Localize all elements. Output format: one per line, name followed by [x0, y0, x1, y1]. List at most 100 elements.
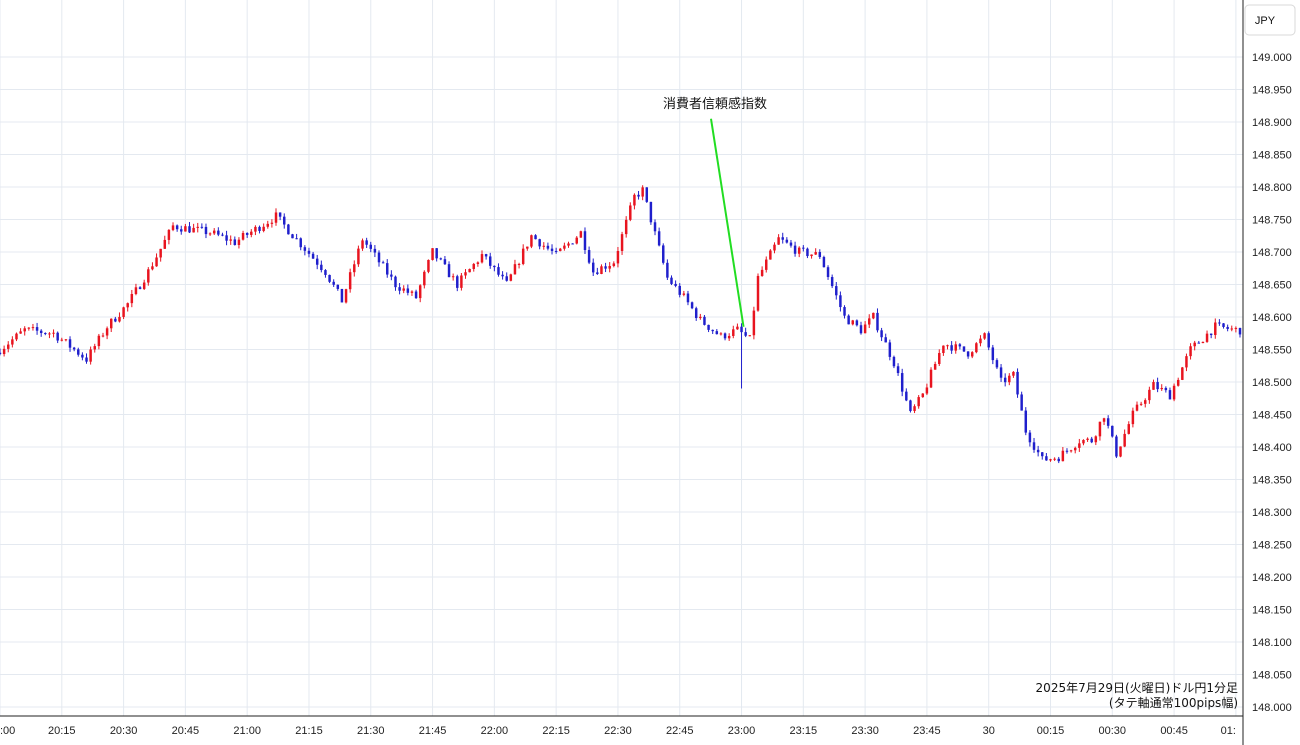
- candle-body: [641, 187, 644, 197]
- candle-body: [431, 248, 434, 260]
- x-tick-label: 20:30: [110, 725, 138, 737]
- candle-body: [806, 248, 809, 257]
- candle-body: [1189, 346, 1192, 357]
- candle-body: [587, 250, 591, 263]
- candle-body: [987, 333, 990, 348]
- candle-body: [979, 338, 982, 344]
- candle-body: [847, 315, 850, 325]
- candle-body: [554, 250, 558, 252]
- candle-body: [1176, 379, 1180, 386]
- candle-body: [1106, 418, 1110, 426]
- candle-body: [394, 276, 397, 288]
- candle-body: [876, 312, 879, 331]
- candle-body: [435, 248, 438, 259]
- candle-body: [31, 327, 35, 329]
- candle-body: [1135, 404, 1139, 411]
- candle-body: [64, 339, 68, 341]
- candle-body: [1020, 394, 1023, 411]
- candle-body: [89, 349, 92, 362]
- candle-body: [1012, 371, 1015, 376]
- candle-body: [662, 245, 665, 263]
- candle-body: [719, 333, 723, 335]
- candle-body: [880, 330, 883, 338]
- candle-body: [27, 327, 31, 329]
- y-tick-label: 149.000: [1252, 52, 1292, 64]
- candle-body: [159, 248, 162, 258]
- candle-body: [1036, 449, 1040, 453]
- candle-body: [410, 291, 414, 293]
- candle-body: [456, 276, 459, 288]
- candle-body: [863, 324, 867, 334]
- candle-body: [991, 347, 995, 361]
- y-tick-label: 148.750: [1252, 215, 1292, 227]
- candle-body: [1082, 439, 1085, 444]
- candle-body: [85, 357, 88, 362]
- candle-body: [624, 219, 628, 235]
- y-tick-label: 148.300: [1252, 507, 1292, 519]
- x-tick-label: 22:45: [666, 725, 694, 737]
- candle-body: [921, 393, 925, 398]
- y-tick-label: 148.050: [1252, 670, 1292, 682]
- y-tick-label: 148.600: [1252, 312, 1292, 324]
- currency-label-box[interactable]: [1244, 4, 1296, 36]
- candle-body: [423, 271, 426, 286]
- candle-body: [843, 307, 846, 316]
- candle-body: [1139, 403, 1143, 405]
- candle-body: [188, 226, 191, 233]
- candle-body: [283, 216, 286, 225]
- candle-body: [340, 288, 344, 303]
- candle-body: [200, 226, 204, 228]
- candle-body: [1234, 327, 1238, 329]
- candle-body: [493, 265, 496, 268]
- candle-body: [217, 230, 220, 235]
- y-tick-label: 148.450: [1252, 410, 1292, 422]
- candle-body: [258, 226, 261, 231]
- candle-body: [942, 345, 945, 354]
- chart-caption: 2025年7月29日(火曜日)ドル円1分足 (タテ軸通常100pips幅): [1036, 681, 1238, 711]
- candle-body: [727, 335, 731, 339]
- candle-body: [147, 269, 150, 283]
- candle-body: [694, 308, 698, 319]
- candle-body: [497, 267, 500, 275]
- x-tick-label: 23:30: [851, 725, 879, 737]
- x-tick-label: 30: [983, 725, 995, 737]
- candle-body: [950, 345, 953, 351]
- candle-body: [789, 242, 793, 246]
- candle-body: [1049, 459, 1052, 461]
- candle-body: [68, 339, 72, 348]
- candle-body: [604, 266, 607, 269]
- candle-body: [781, 237, 784, 240]
- candle-body: [130, 294, 134, 304]
- candle-body: [653, 222, 657, 232]
- candle-body: [1218, 322, 1221, 324]
- annotation-label: 消費者信頼感指数: [663, 96, 767, 112]
- candle-body: [596, 272, 599, 274]
- candle-body: [925, 387, 929, 394]
- candle-body: [381, 262, 385, 264]
- candle-body: [983, 333, 986, 339]
- candle-body: [975, 343, 978, 353]
- candle-body: [530, 235, 533, 247]
- candle-body: [52, 332, 55, 334]
- x-tick-label: 23:00: [728, 725, 756, 737]
- candle-body: [406, 288, 410, 293]
- candle-body: [484, 254, 488, 257]
- candle-body: [221, 234, 224, 236]
- candle-body: [233, 239, 237, 245]
- candle-body: [254, 226, 257, 232]
- candle-body: [237, 239, 241, 245]
- candle-body: [155, 257, 158, 267]
- candle-body: [299, 238, 302, 248]
- candle-body: [649, 201, 653, 223]
- candle-body: [748, 335, 752, 337]
- candle-body: [1131, 410, 1135, 425]
- candle-body: [1197, 342, 1201, 344]
- candle-body: [287, 224, 290, 235]
- candle-body: [526, 246, 529, 249]
- candle-body: [1090, 438, 1093, 443]
- x-tick-label: 22:30: [604, 725, 632, 737]
- candle-body: [1016, 371, 1019, 395]
- candle-body: [666, 262, 669, 278]
- candle-body: [629, 205, 632, 220]
